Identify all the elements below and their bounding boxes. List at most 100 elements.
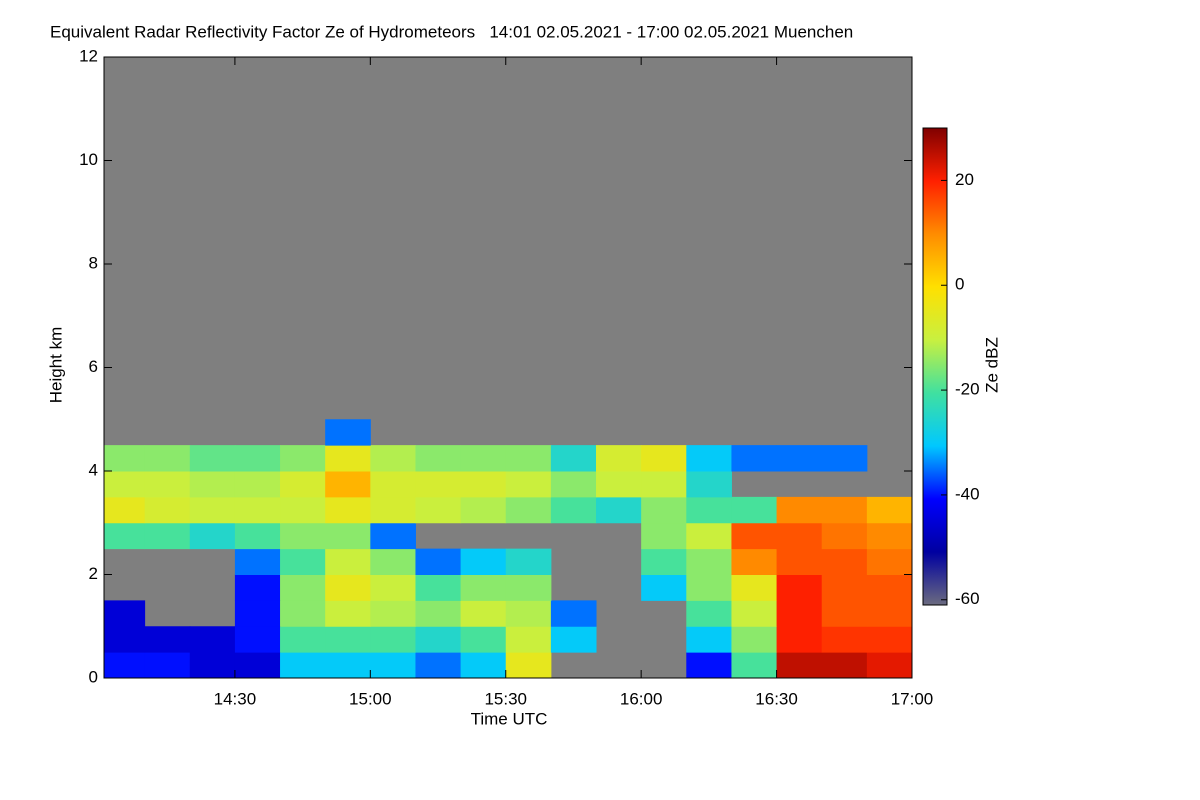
heatmap-cell bbox=[731, 445, 778, 472]
heatmap-cell bbox=[641, 471, 687, 498]
heatmap-cell bbox=[641, 548, 687, 575]
heatmap-cell bbox=[460, 652, 507, 678]
heatmap-cell bbox=[460, 471, 507, 498]
heatmap-cell bbox=[686, 626, 732, 653]
heatmap-cell bbox=[370, 574, 416, 601]
heatmap-cell bbox=[415, 471, 462, 498]
heatmap-cell bbox=[189, 445, 236, 472]
heatmap-cell bbox=[505, 626, 552, 653]
heatmap-cell bbox=[821, 548, 868, 575]
heatmap-cell bbox=[325, 600, 371, 627]
heatmap-cell bbox=[370, 652, 416, 678]
heatmap-cell bbox=[144, 626, 191, 653]
heatmap-cell bbox=[686, 548, 732, 575]
heatmap-cell bbox=[686, 652, 732, 678]
heatmap-cell bbox=[731, 652, 778, 678]
heatmap-cell bbox=[460, 626, 507, 653]
heatmap-cell bbox=[189, 652, 236, 678]
heatmap-cell bbox=[550, 445, 597, 472]
heatmap-cell bbox=[280, 574, 326, 601]
heatmap-cell bbox=[731, 496, 778, 524]
heatmap-cell bbox=[234, 496, 281, 524]
heatmap-cell bbox=[821, 496, 868, 524]
colorbar bbox=[922, 127, 948, 606]
colorbar-tick-label: -20 bbox=[955, 380, 980, 399]
x-tick-label: 16:00 bbox=[620, 689, 663, 708]
heatmap-cell bbox=[144, 652, 191, 678]
heatmap-cell bbox=[821, 626, 868, 653]
heatmap-cell bbox=[144, 496, 191, 524]
heatmap-cell bbox=[144, 445, 191, 472]
heatmap-cell bbox=[280, 522, 326, 550]
heatmap-cell bbox=[460, 600, 507, 627]
heatmap-cell bbox=[866, 496, 912, 524]
heatmap-cell bbox=[234, 471, 281, 498]
heatmap-cell bbox=[821, 600, 868, 627]
y-tick-label: 0 bbox=[89, 667, 98, 686]
heatmap-cell bbox=[104, 445, 146, 472]
heatmap-cell bbox=[370, 471, 416, 498]
heatmap-cell bbox=[104, 626, 146, 653]
heatmap-cell bbox=[731, 548, 778, 575]
heatmap-cell bbox=[596, 471, 642, 498]
heatmap-cell bbox=[550, 626, 597, 653]
heatmap-cell bbox=[104, 600, 146, 627]
heatmap-cell bbox=[866, 652, 912, 678]
heatmap-cell bbox=[325, 471, 371, 498]
y-tick-label: 6 bbox=[89, 357, 98, 376]
heatmap-cell bbox=[234, 626, 281, 653]
heatmap-cell bbox=[460, 548, 507, 575]
heatmap-cell bbox=[776, 522, 823, 550]
heatmap-cell bbox=[325, 626, 371, 653]
heatmap-cell bbox=[370, 548, 416, 575]
y-tick-label: 4 bbox=[89, 460, 98, 479]
heatmap-cell bbox=[189, 522, 236, 550]
heatmap-cell bbox=[104, 471, 146, 498]
heatmap-cell bbox=[505, 471, 552, 498]
heatmap-cell bbox=[325, 652, 371, 678]
heatmap-cell bbox=[550, 600, 597, 627]
heatmap-cell bbox=[415, 574, 462, 601]
heatmap-cell bbox=[280, 496, 326, 524]
colorbar-tick-label: -40 bbox=[955, 484, 980, 503]
heatmap-cell bbox=[505, 496, 552, 524]
heatmap-cell bbox=[280, 600, 326, 627]
colorbar-tick-label: -60 bbox=[955, 589, 980, 608]
heatmap-cell bbox=[280, 548, 326, 575]
heatmap-cell bbox=[280, 445, 326, 472]
plot-frame bbox=[103, 56, 913, 679]
heatmap-cell bbox=[325, 522, 371, 550]
heatmap-cell bbox=[415, 626, 462, 653]
heatmap-cell bbox=[776, 626, 823, 653]
heatmap-cell bbox=[234, 574, 281, 601]
heatmap-cell bbox=[234, 445, 281, 472]
heatmap-cell bbox=[866, 626, 912, 653]
heatmap-cell bbox=[104, 652, 146, 678]
heatmap-cell bbox=[505, 600, 552, 627]
heatmap-cell bbox=[415, 496, 462, 524]
axes: 0 2 4 6 8 10 12 14:30 15:00 15:30 16:00 16:30 17:00 -… bbox=[79, 46, 980, 708]
x-axis-label: Time UTC bbox=[471, 709, 548, 728]
heatmap-cell bbox=[866, 548, 912, 575]
heatmap-cell bbox=[415, 600, 462, 627]
heatmap-cell bbox=[144, 471, 191, 498]
heatmap-cell bbox=[866, 574, 912, 601]
heatmap-cell bbox=[641, 574, 687, 601]
heatmap-cell bbox=[731, 626, 778, 653]
colorbar-label: Ze dBZ bbox=[982, 337, 1001, 393]
heatmap-cell bbox=[686, 600, 732, 627]
heatmap-cell bbox=[866, 600, 912, 627]
heatmap-cell bbox=[776, 548, 823, 575]
heatmap-cell bbox=[189, 471, 236, 498]
heatmap-cell bbox=[596, 445, 642, 472]
heatmap-cell bbox=[325, 548, 371, 575]
heatmap-cell bbox=[776, 652, 823, 678]
heatmap-cell bbox=[686, 496, 732, 524]
heatmap-cell bbox=[641, 522, 687, 550]
heatmap-cell bbox=[234, 600, 281, 627]
heatmap-cell bbox=[821, 652, 868, 678]
heatmap-cell bbox=[234, 652, 281, 678]
x-tick-label: 17:00 bbox=[891, 689, 934, 708]
heatmap-cell bbox=[641, 496, 687, 524]
